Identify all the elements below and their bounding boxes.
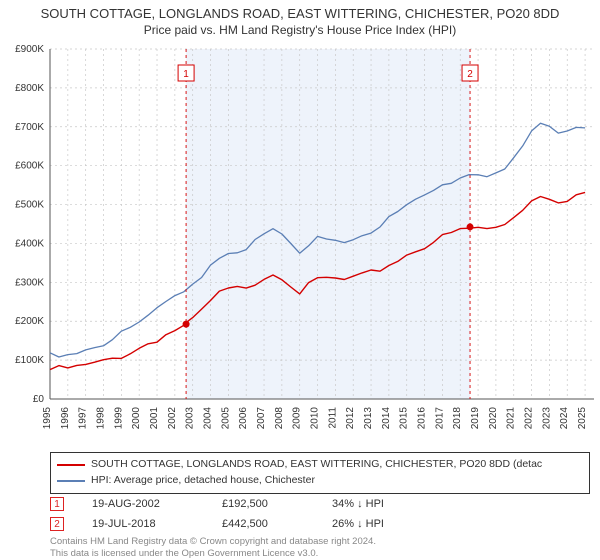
svg-text:1995: 1995 (42, 407, 53, 430)
svg-text:2: 2 (467, 69, 473, 80)
marker-date: 19-AUG-2002 (92, 498, 222, 510)
svg-text:2004: 2004 (203, 407, 214, 430)
svg-text:2019: 2019 (470, 407, 481, 430)
svg-text:£200K: £200K (15, 316, 44, 327)
svg-text:1996: 1996 (60, 407, 71, 430)
svg-text:2021: 2021 (506, 407, 517, 430)
legend-swatch (57, 480, 85, 482)
svg-text:2022: 2022 (524, 407, 535, 430)
legend-row: HPI: Average price, detached house, Chic… (57, 473, 583, 489)
marker-table: 1 19-AUG-2002£192,50034% ↓ HPI 2 19-JUL-201… (50, 494, 442, 534)
svg-text:2018: 2018 (452, 407, 463, 430)
svg-text:2006: 2006 (238, 407, 249, 430)
svg-text:£900K: £900K (15, 44, 44, 55)
svg-text:2025: 2025 (577, 407, 588, 430)
footer-line-2: This data is licensed under the Open Gov… (50, 548, 376, 560)
marker-pct: 34% ↓ HPI (332, 498, 442, 510)
marker-badge: 2 (50, 517, 64, 531)
svg-text:2024: 2024 (559, 407, 570, 430)
svg-text:2011: 2011 (327, 407, 338, 429)
svg-text:£400K: £400K (15, 238, 44, 249)
svg-text:2000: 2000 (131, 407, 142, 430)
svg-text:2016: 2016 (417, 407, 428, 430)
svg-text:£800K: £800K (15, 83, 44, 94)
legend: SOUTH COTTAGE, LONGLANDS ROAD, EAST WITT… (50, 452, 590, 494)
svg-text:2001: 2001 (149, 407, 160, 430)
svg-text:2009: 2009 (292, 407, 303, 430)
svg-text:£500K: £500K (15, 200, 44, 211)
svg-text:2015: 2015 (399, 407, 410, 430)
legend-swatch (57, 464, 85, 466)
marker-pct: 26% ↓ HPI (332, 518, 442, 530)
svg-text:£100K: £100K (15, 355, 44, 366)
svg-text:1: 1 (183, 69, 189, 80)
svg-text:£600K: £600K (15, 161, 44, 172)
svg-text:2008: 2008 (274, 407, 285, 430)
footer: Contains HM Land Registry data © Crown c… (50, 536, 376, 560)
svg-text:1999: 1999 (113, 407, 124, 430)
marker-price: £192,500 (222, 498, 332, 510)
svg-text:2012: 2012 (345, 407, 356, 430)
marker-row: 2 19-JUL-2018£442,50026% ↓ HPI (50, 514, 442, 534)
svg-text:2005: 2005 (220, 407, 231, 430)
chart: £0 £100K £200K £300K £400K £500K £600K £700K £80… (0, 43, 600, 443)
legend-row: SOUTH COTTAGE, LONGLANDS ROAD, EAST WITT… (57, 457, 583, 473)
svg-text:2002: 2002 (167, 407, 178, 430)
marker-row: 1 19-AUG-2002£192,50034% ↓ HPI (50, 494, 442, 514)
svg-text:£700K: £700K (15, 122, 44, 133)
chart-svg: £0 £100K £200K £300K £400K £500K £600K £700K £80… (0, 43, 600, 443)
chart-title: SOUTH COTTAGE, LONGLANDS ROAD, EAST WITT… (0, 0, 600, 21)
svg-text:£0: £0 (33, 394, 45, 405)
legend-label: HPI: Average price, detached house, Chic… (91, 473, 315, 489)
svg-text:2020: 2020 (488, 407, 499, 430)
chart-subtitle: Price paid vs. HM Land Registry's House … (0, 21, 600, 43)
footer-line-1: Contains HM Land Registry data © Crown c… (50, 536, 376, 548)
svg-text:2003: 2003 (185, 407, 196, 430)
svg-text:2010: 2010 (310, 407, 321, 430)
marker-price: £442,500 (222, 518, 332, 530)
marker-date: 19-JUL-2018 (92, 518, 222, 530)
svg-text:1997: 1997 (78, 407, 89, 430)
svg-text:2023: 2023 (541, 407, 552, 430)
svg-text:2013: 2013 (363, 407, 374, 430)
marker-badge: 1 (50, 497, 64, 511)
svg-text:2014: 2014 (381, 407, 392, 430)
legend-label: SOUTH COTTAGE, LONGLANDS ROAD, EAST WITT… (91, 457, 542, 473)
svg-text:2017: 2017 (434, 407, 445, 430)
svg-text:2007: 2007 (256, 407, 267, 430)
svg-text:1998: 1998 (96, 407, 107, 430)
svg-text:£300K: £300K (15, 277, 44, 288)
